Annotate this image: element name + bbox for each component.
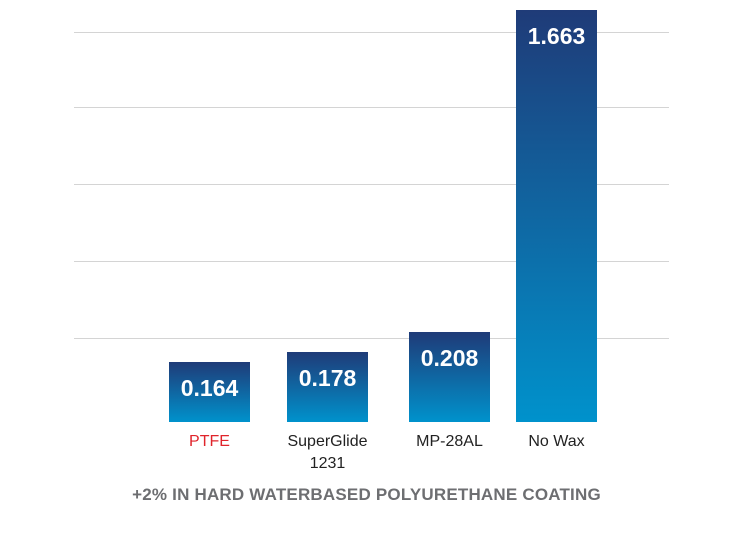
category-label-line: SuperGlide <box>287 433 367 450</box>
value-labels: 0.164 0.178 0.208 1.663 <box>181 23 586 401</box>
bar-1 <box>169 362 250 422</box>
bar-2 <box>287 352 368 422</box>
bar-value-label-4: 1.663 <box>528 23 586 49</box>
category-label-3: MP-28AL <box>416 433 483 450</box>
bar-value-label-1: 0.164 <box>181 375 239 401</box>
category-label-2: SuperGlide 1231 <box>287 433 367 472</box>
category-label-line: No Wax <box>528 433 584 450</box>
category-labels: PTFE SuperGlide 1231 MP-28AL No Wax <box>189 433 585 472</box>
category-label-line: PTFE <box>189 433 230 450</box>
bar-value-label-3: 0.208 <box>421 345 479 371</box>
bar-value-label-2: 0.178 <box>299 365 357 391</box>
category-label-line: MP-28AL <box>416 433 483 450</box>
category-label-1: PTFE <box>189 433 230 450</box>
chart-title: +2% IN HARD WATERBASED POLYURETHANE COAT… <box>132 485 601 504</box>
bar-3 <box>409 332 490 422</box>
bar-4 <box>516 10 597 422</box>
bars <box>169 10 597 422</box>
category-label-4: No Wax <box>528 433 584 450</box>
category-label-line: 1231 <box>310 455 346 472</box>
